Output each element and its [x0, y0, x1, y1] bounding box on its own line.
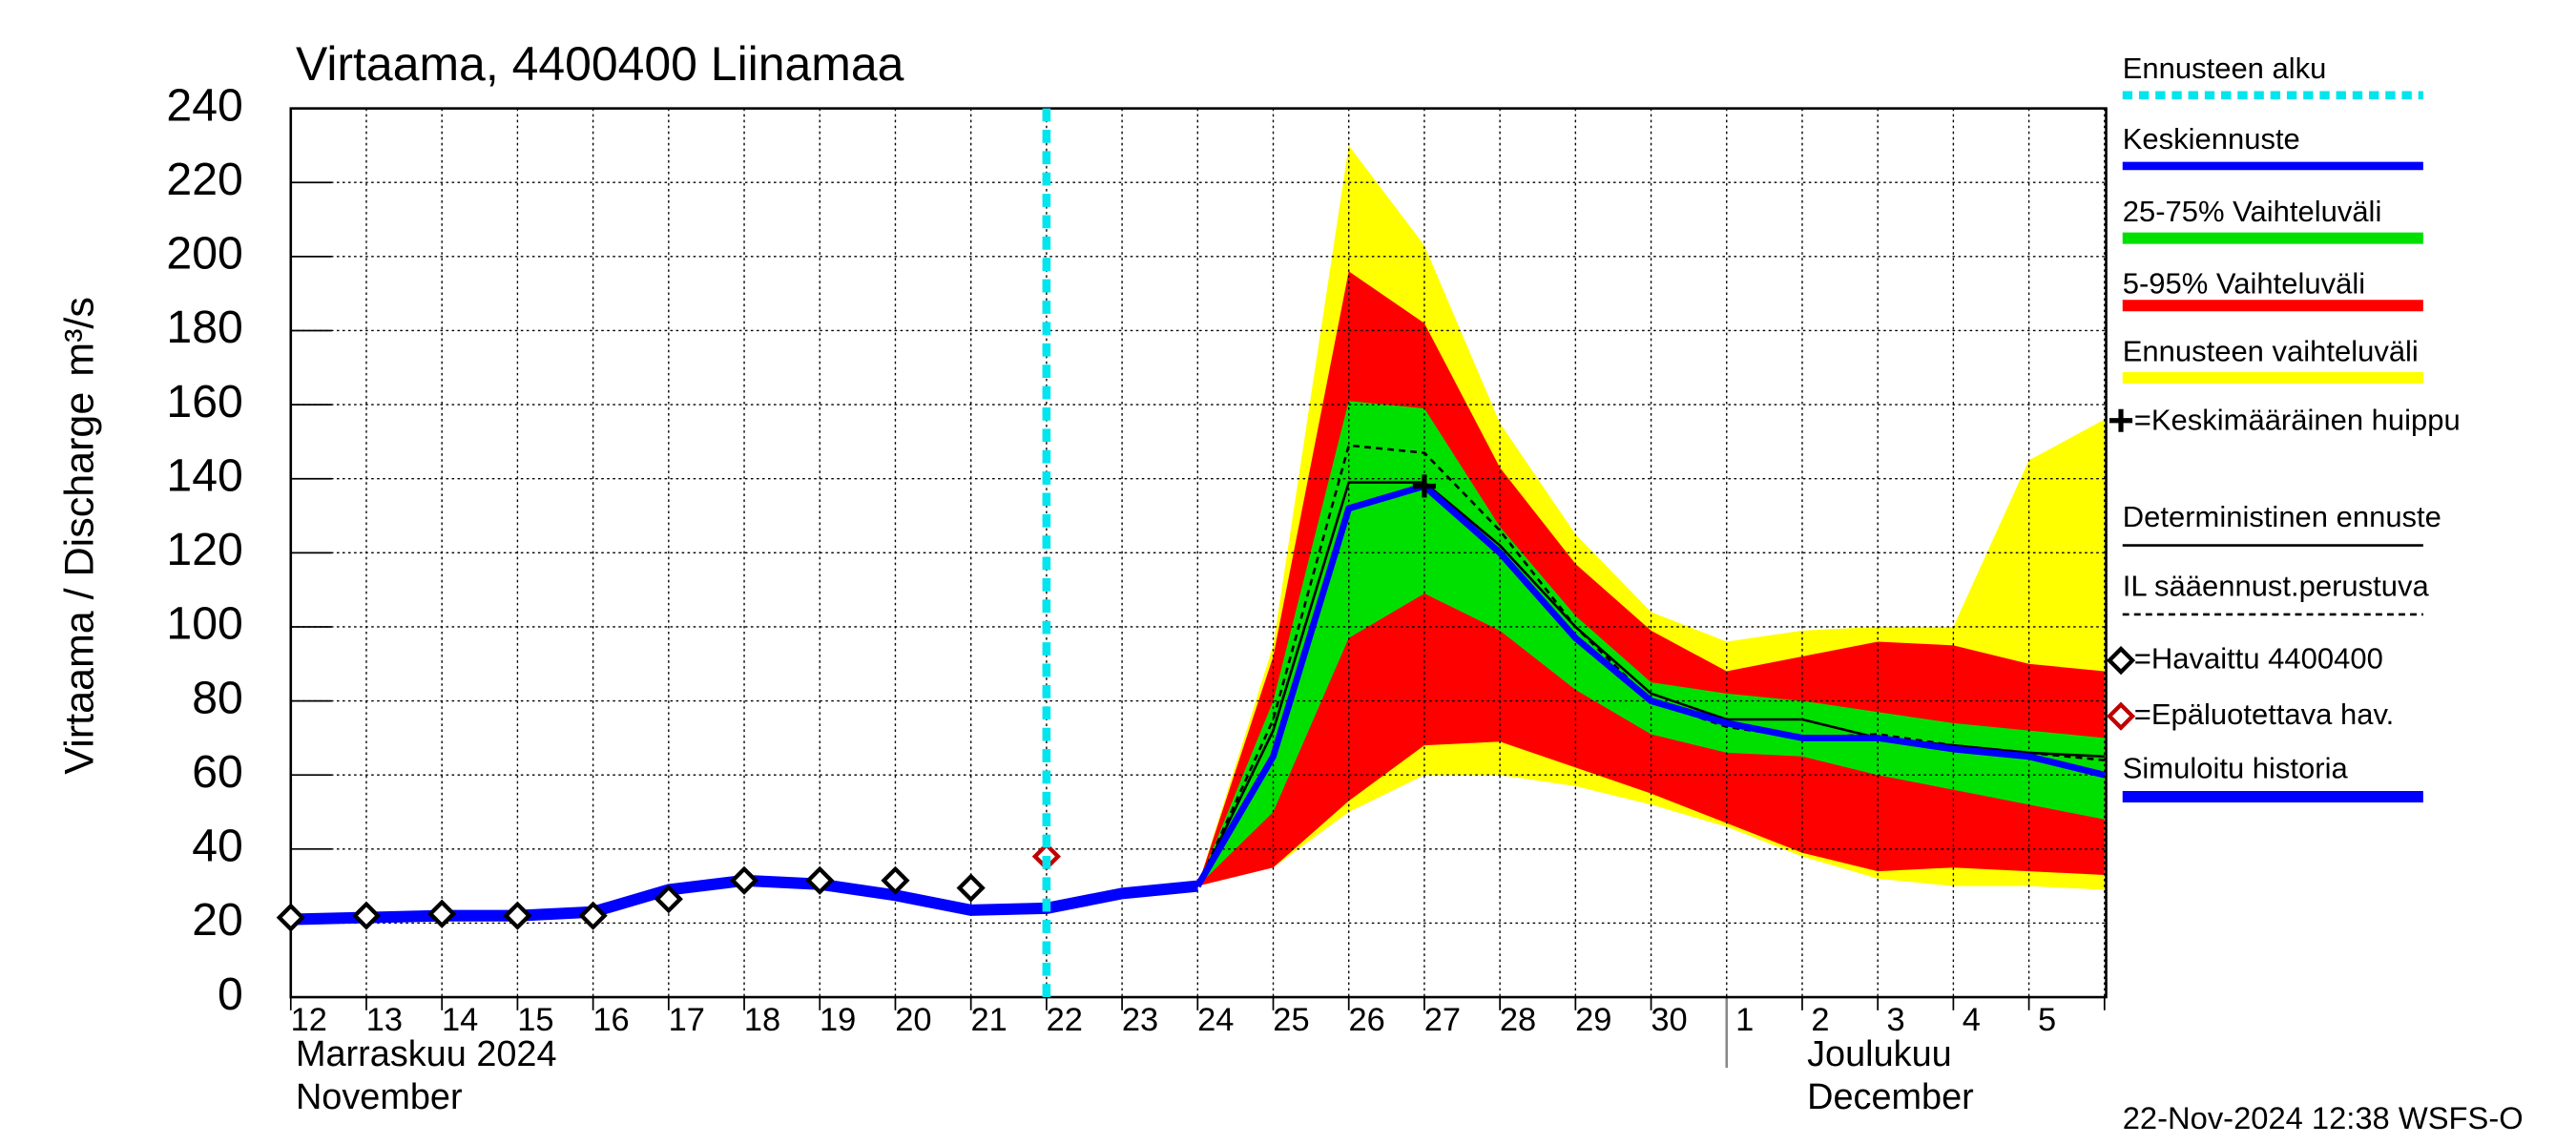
legend-label: =Havaittu 4400400 [2134, 641, 2383, 675]
legend-label: Ennusteen alku [2123, 52, 2327, 85]
month-label: December [1807, 1077, 1974, 1117]
y-axis-label: Virtaama / Discharge [56, 392, 102, 775]
x-tick-label: 12 [291, 1002, 327, 1038]
month-label: November [296, 1077, 463, 1117]
y-tick-label: 160 [166, 376, 242, 427]
legend-label: Deterministinen ennuste [2123, 500, 2441, 533]
x-tick-label: 30 [1651, 1002, 1687, 1038]
x-tick-label: 18 [744, 1002, 780, 1038]
y-tick-label: 140 [166, 449, 242, 501]
x-tick-label: 13 [366, 1002, 403, 1038]
x-tick-label: 23 [1122, 1002, 1158, 1038]
observation-marker [654, 885, 683, 914]
x-tick-label: 22 [1047, 1002, 1083, 1038]
peak-marker [1412, 474, 1436, 498]
series-line [1195, 483, 2106, 888]
y-tick-label: 240 [166, 79, 242, 131]
observation-marker [956, 873, 986, 903]
y-tick-label: 20 [192, 894, 243, 946]
legend-label: 25-75% Vaihteluväli [2123, 195, 2382, 228]
x-tick-label: 19 [820, 1002, 856, 1038]
legend-label: 5-95% Vaihteluväli [2123, 267, 2365, 301]
legend-label: Keskiennuste [2123, 122, 2300, 156]
y-tick-label: 40 [192, 821, 243, 872]
x-tick-label: 28 [1500, 1002, 1536, 1038]
x-tick-label: 24 [1197, 1002, 1234, 1038]
x-tick-label: 14 [442, 1002, 478, 1038]
y-tick-label: 80 [192, 672, 243, 723]
observation-marker [805, 865, 835, 895]
plot-frame [289, 107, 2108, 999]
y-tick-label: 180 [166, 302, 242, 353]
month-label: Joulukuu [1807, 1034, 1952, 1074]
observation-marker [729, 865, 759, 895]
x-tick-label: 20 [895, 1002, 931, 1038]
x-tick-label: 4 [1963, 1002, 1981, 1038]
chart-title: Virtaama, 4400400 Liinamaa [296, 37, 904, 91]
observation-marker [427, 899, 457, 928]
legend-marker [2109, 408, 2133, 432]
x-tick-label: 3 [1887, 1002, 1905, 1038]
legend-label: Ennusteen vaihteluväli [2123, 334, 2419, 367]
legend-label: Simuloitu historia [2123, 752, 2349, 785]
x-tick-label: 16 [592, 1002, 629, 1038]
x-tick-label: 25 [1273, 1002, 1309, 1038]
x-tick-label: 15 [517, 1002, 553, 1038]
legend-label: =Epäluotettava hav. [2134, 697, 2394, 731]
y-tick-label: 220 [166, 154, 242, 205]
x-tick-label: 21 [970, 1002, 1007, 1038]
y-axis-unit: m³/s [56, 297, 102, 377]
footer: 22-Nov-2024 12:38 WSFS-O [2123, 1100, 2524, 1135]
x-tick-label: 17 [669, 1002, 705, 1038]
x-tick-label: 26 [1349, 1002, 1385, 1038]
y-tick-label: 200 [166, 228, 242, 280]
y-tick-label: 100 [166, 598, 242, 650]
x-tick-label: 29 [1575, 1002, 1611, 1038]
y-tick-label: 0 [218, 968, 243, 1020]
x-tick-label: 2 [1811, 1002, 1829, 1038]
legend-label: IL sääennust.perustuva [2123, 570, 2430, 603]
observation-marker [276, 903, 305, 932]
legend-label: =Keskimääräinen huippu [2134, 404, 2461, 437]
series-line [1196, 481, 2105, 887]
legend-marker [2106, 701, 2136, 731]
observation-marker [351, 901, 382, 930]
legend-marker [2106, 646, 2136, 676]
y-tick-label: 120 [166, 524, 242, 575]
x-tick-label: 1 [1735, 1002, 1754, 1038]
month-label: Marraskuu 2024 [296, 1034, 557, 1074]
observation-marker [578, 901, 608, 930]
observation-marker [503, 901, 532, 930]
x-tick-label: 5 [2038, 1002, 2056, 1038]
observation-marker [881, 865, 910, 895]
x-tick-label: 27 [1424, 1002, 1461, 1038]
y-tick-label: 60 [192, 746, 243, 798]
